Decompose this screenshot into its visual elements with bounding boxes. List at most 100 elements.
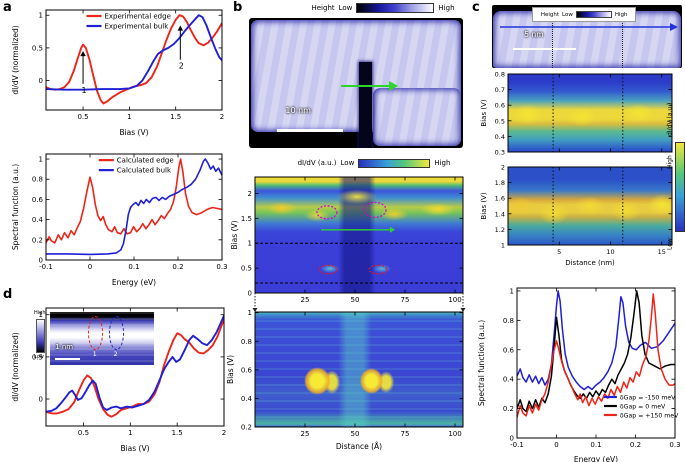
- c-dotted-guide-right: [621, 21, 623, 68]
- c-height-colorbar: [575, 11, 612, 18]
- b-didv-colorbar-row: dI/dV (a.u.) Low High: [281, 157, 467, 169]
- svg-text:0.5: 0.5: [495, 117, 505, 125]
- svg-text:0: 0: [554, 441, 558, 449]
- d-inset-topograph: High Low 1 2 1 nm: [34, 310, 156, 366]
- svg-text:Energy (eV): Energy (eV): [112, 278, 156, 287]
- svg-text:Distance (Å): Distance (Å): [336, 442, 382, 451]
- svg-text:1.6: 1.6: [495, 195, 505, 203]
- svg-text:0.2: 0.2: [630, 441, 641, 449]
- d-inset-marker-2: 2: [113, 350, 118, 359]
- svg-text:10: 10: [606, 248, 614, 256]
- svg-text:1: 1: [248, 240, 252, 248]
- svg-text:0.3: 0.3: [216, 263, 227, 271]
- svg-text:1: 1: [39, 156, 43, 164]
- svg-text:0.4: 0.4: [32, 216, 44, 224]
- d-inset-stm-image: 1 2 1 nm: [50, 312, 154, 365]
- svg-text:0.2: 0.2: [503, 405, 514, 413]
- svg-text:1: 1: [128, 429, 132, 437]
- svg-text:1: 1: [501, 242, 505, 250]
- svg-text:0.7: 0.7: [495, 86, 505, 94]
- svg-text:Calculated bulk: Calculated bulk: [117, 167, 172, 175]
- svg-text:0.8: 0.8: [32, 176, 43, 184]
- b-height-colorbar-row: Height Low High: [298, 1, 468, 14]
- c-height-title: Height: [540, 11, 560, 18]
- svg-text:Bias (V): Bias (V): [230, 220, 239, 249]
- svg-text:0.2: 0.2: [32, 236, 43, 244]
- svg-text:0.8: 0.8: [241, 338, 252, 346]
- b-height-low-label: Low: [338, 3, 353, 12]
- svg-text:0.1: 0.1: [590, 441, 601, 449]
- svg-text:Calculated edge: Calculated edge: [117, 157, 174, 165]
- svg-text:1: 1: [127, 113, 131, 121]
- svg-text:Bias (V): Bias (V): [480, 192, 488, 219]
- b-height-colorbar: [356, 2, 435, 13]
- svg-text:Bias (V): Bias (V): [480, 99, 488, 126]
- b-bias-distance-zoom-map: [255, 312, 463, 427]
- c-scalebar: [512, 47, 576, 51]
- svg-text:50: 50: [351, 296, 360, 304]
- c-low-bias-map: [508, 74, 672, 152]
- svg-text:1.5: 1.5: [241, 215, 252, 223]
- svg-text:0.4: 0.4: [495, 133, 505, 141]
- svg-text:0: 0: [88, 263, 92, 271]
- svg-text:Energy (eV): Energy (eV): [574, 455, 618, 462]
- svg-text:0.5: 0.5: [241, 265, 252, 273]
- svg-text:Bias (V): Bias (V): [119, 128, 148, 137]
- c-high-bias-map: [508, 167, 672, 245]
- b-bias-distance-zoom-map-axes: 25 50 75 100 0.2 0.4 0.6 0.8 1 Distance (Å) Bias (…: [226, 309, 464, 451]
- svg-text:25: 25: [301, 430, 310, 438]
- svg-text:50: 50: [351, 430, 360, 438]
- svg-text:Distance (nm): Distance (nm): [565, 259, 615, 267]
- c-didv-colorbar: [675, 142, 685, 232]
- svg-text:0: 0: [39, 396, 43, 404]
- svg-text:0.6: 0.6: [495, 102, 505, 110]
- svg-text:0: 0: [39, 257, 43, 265]
- c-height-colorbar-row: Height Low High: [531, 7, 637, 22]
- c-didv-low-label: Low: [666, 238, 674, 250]
- svg-text:0.5: 0.5: [77, 113, 88, 121]
- svg-text:Bias (V): Bias (V): [226, 355, 235, 384]
- svg-text:1.4: 1.4: [495, 210, 505, 218]
- svg-text:1.5: 1.5: [172, 429, 183, 437]
- b-height-title: Height: [311, 3, 335, 12]
- svg-text:0.1: 0.1: [128, 263, 139, 271]
- svg-text:δGap = +150 meV: δGap = +150 meV: [620, 413, 679, 420]
- svg-text:0.5: 0.5: [32, 44, 43, 52]
- svg-text:0.6: 0.6: [32, 196, 44, 204]
- svg-text:2: 2: [222, 429, 226, 437]
- svg-text:2: 2: [501, 164, 505, 172]
- svg-text:dI/dV (normalized): dI/dV (normalized): [11, 332, 20, 401]
- svg-text:-0.1: -0.1: [39, 263, 53, 271]
- svg-text:0.2: 0.2: [172, 263, 183, 271]
- svg-text:0.3: 0.3: [495, 149, 505, 157]
- d-inset-low-label: Low: [34, 354, 44, 360]
- d-inset-scalebar-label: 1 nm: [55, 342, 74, 351]
- svg-text:Experimental bulk: Experimental bulk: [104, 23, 169, 31]
- b-didv-colorbar: [358, 158, 431, 168]
- svg-text:2: 2: [179, 62, 184, 71]
- b-bias-distance-map-axes: 25 50 75 100 0 0.5 1 1.5 2 Bias (V): [230, 176, 464, 304]
- svg-text:Experimental edge: Experimental edge: [104, 13, 170, 21]
- svg-text:2: 2: [220, 113, 224, 121]
- svg-text:1: 1: [39, 12, 43, 20]
- b-trench: [359, 62, 373, 148]
- svg-text:1.8: 1.8: [495, 179, 505, 187]
- c-scalebar-label: 5 nm: [524, 30, 544, 40]
- svg-text:1: 1: [510, 287, 514, 295]
- svg-text:0: 0: [248, 290, 252, 298]
- svg-text:0.2: 0.2: [241, 424, 252, 432]
- b-green-arrow: [341, 81, 398, 91]
- c-stm-topograph: Height Low High 5 nm: [492, 5, 682, 68]
- svg-text:0.6: 0.6: [241, 366, 253, 374]
- svg-text:2: 2: [248, 190, 252, 198]
- svg-text:1.5: 1.5: [170, 113, 181, 121]
- svg-text:0.5: 0.5: [78, 429, 89, 437]
- d-inset-marker-1: 1: [92, 350, 97, 359]
- panel-label-c: c: [472, 0, 480, 15]
- svg-text:0.5: 0.5: [32, 353, 43, 361]
- b-didv-high-label: High: [434, 159, 451, 167]
- svg-text:Spectral function (a.u.): Spectral function (a.u.): [477, 320, 486, 406]
- svg-text:δGap = -150 meV: δGap = -150 meV: [620, 395, 676, 402]
